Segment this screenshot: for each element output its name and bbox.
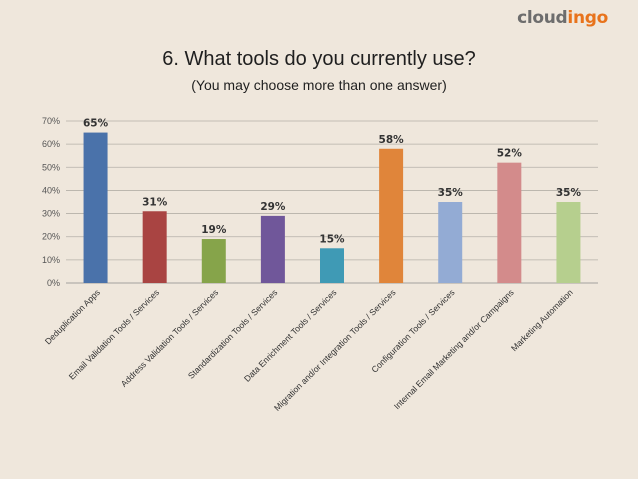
chart-title: 6. What tools do you currently use? bbox=[162, 48, 476, 70]
bar bbox=[497, 162, 522, 283]
data-labels: 65% 31% 19% 29% 15% 58% 35% 52% 35% bbox=[83, 118, 582, 246]
bar bbox=[260, 215, 285, 283]
data-label: 29% bbox=[260, 201, 286, 213]
bar bbox=[83, 132, 108, 283]
category-label: Internal Email Marketing and/or Campaign… bbox=[392, 287, 516, 411]
bar bbox=[201, 239, 226, 283]
y-tick-label: 0% bbox=[47, 278, 60, 288]
bar bbox=[379, 148, 404, 283]
data-label: 15% bbox=[319, 233, 345, 245]
logo-part-cloud: cloud bbox=[517, 8, 568, 28]
bar bbox=[320, 248, 344, 283]
y-tick-label: 60% bbox=[42, 139, 60, 149]
y-tick-label: 10% bbox=[42, 255, 60, 265]
y-tick-label: 20% bbox=[42, 232, 60, 242]
y-tick-label: 70% bbox=[42, 116, 60, 126]
category-label: Address Validation Tools / Services bbox=[119, 287, 220, 388]
logo-part-ingo: ingo bbox=[567, 8, 608, 28]
category-label: Migration and/or Integration Tools / Ser… bbox=[272, 287, 398, 413]
category-label: Deduplication Apps bbox=[43, 287, 102, 346]
data-label: 52% bbox=[497, 148, 523, 160]
category-label: Marketing Automation bbox=[509, 287, 575, 353]
data-label: 58% bbox=[379, 134, 405, 146]
data-label: 65% bbox=[83, 118, 109, 130]
data-label: 35% bbox=[556, 187, 582, 199]
data-label: 31% bbox=[142, 196, 168, 208]
y-tick-label: 30% bbox=[42, 209, 60, 219]
y-tick-label: 40% bbox=[42, 185, 60, 195]
bars bbox=[83, 132, 581, 283]
chart-subtitle: (You may choose more than one answer) bbox=[191, 77, 447, 93]
bar bbox=[556, 202, 581, 283]
data-label: 19% bbox=[201, 224, 227, 236]
bar bbox=[438, 202, 463, 283]
bar bbox=[142, 211, 167, 283]
cloudingo-logo: cloudingo bbox=[517, 8, 608, 28]
data-label: 35% bbox=[438, 187, 464, 199]
y-tick-label: 50% bbox=[42, 162, 60, 172]
y-axis-ticks: 0% 10% 20% 30% 40% 50% 60% 70% bbox=[42, 116, 60, 288]
